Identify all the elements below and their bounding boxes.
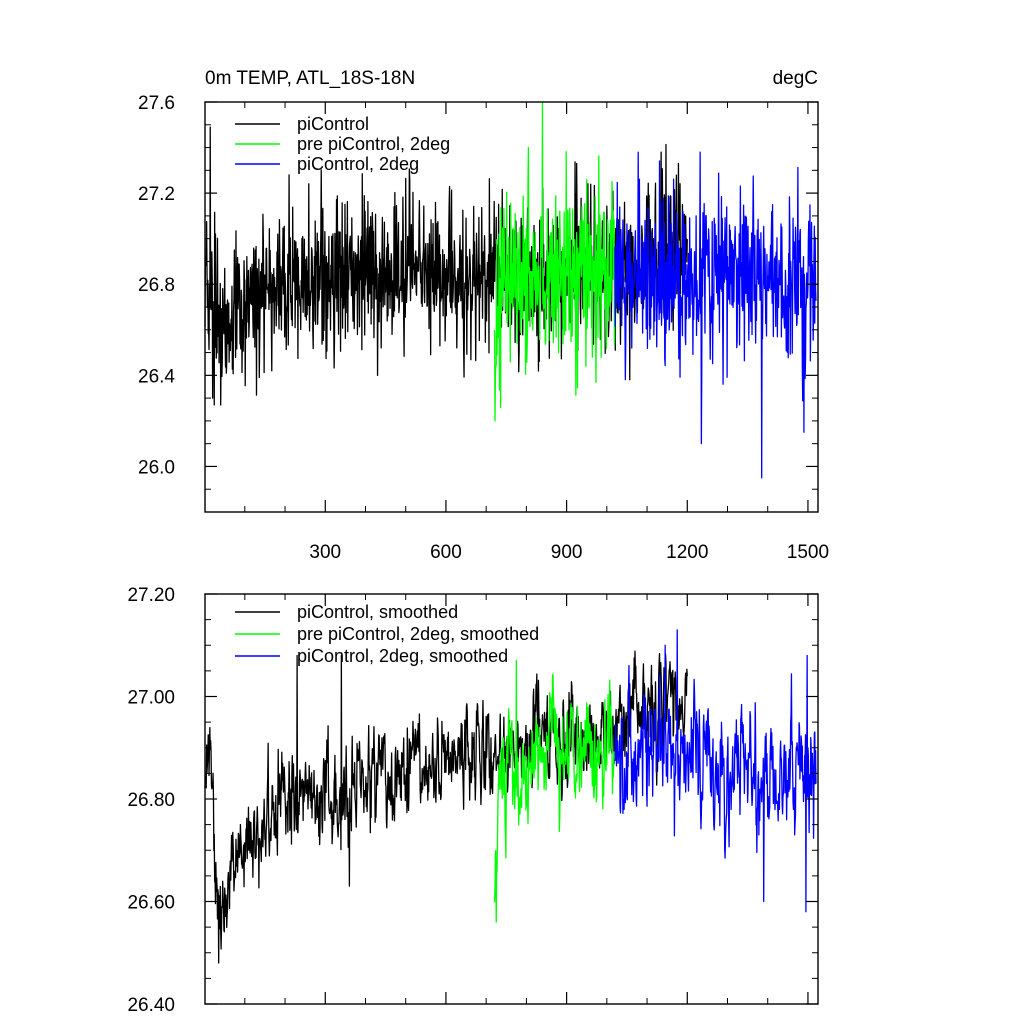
series-line-pre-picontrol-2deg	[493, 101, 616, 422]
legend-label-picontrol: piControl	[297, 114, 369, 134]
legend-label-pre-picontrol-2deg-smoothed: pre piControl, 2deg, smoothed	[297, 624, 539, 644]
series-line-picontrol-2deg-smoothed	[614, 629, 817, 913]
y-tick-label: 26.60	[127, 893, 175, 914]
x-tick-label: 300	[309, 542, 341, 563]
y-tick-label: 26.40	[127, 995, 175, 1016]
y-tick-label: 27.00	[127, 688, 175, 709]
series-line-picontrol-smoothed	[204, 650, 688, 964]
plot-area-bottom	[204, 629, 817, 964]
series-line-pre-picontrol-2deg-smoothed	[493, 659, 616, 923]
legend-label-picontrol-2deg: piControl, 2deg	[297, 154, 419, 174]
legend-label-picontrol-2deg-smoothed: piControl, 2deg, smoothed	[297, 646, 508, 666]
axes-top: 26.0 26.4 26.8 27.2 27.6 300 600 900 1200 1500	[138, 93, 829, 563]
plot-area-top	[204, 101, 817, 479]
axes-bottom: 26.40 26.60 26.80 27.00 27.20	[127, 585, 818, 1016]
y-tick-label: 26.0	[138, 457, 175, 478]
y-tick-label: 26.8	[138, 275, 175, 296]
series-line-picontrol	[204, 126, 688, 406]
y-tick-label: 26.4	[138, 366, 175, 387]
y-tick-label: 27.20	[127, 585, 175, 606]
x-tick-label: 1500	[787, 542, 829, 563]
x-tick-label: 600	[430, 542, 462, 563]
panel-top: 0m TEMP, ATL_18S-18N degC 26.0 26.4 26.8 27…	[138, 68, 829, 563]
y-tick-label: 26.80	[127, 790, 175, 811]
units-label: degC	[773, 68, 818, 89]
x-tick-label: 900	[551, 542, 583, 563]
legend-top: piControl pre piControl, 2deg piControl,…	[235, 114, 450, 174]
series-line-picontrol-2deg	[614, 151, 817, 479]
panel-bottom: 26.40 26.60 26.80 27.00 27.20 piControl, smo…	[127, 585, 819, 1016]
y-tick-label: 27.6	[138, 93, 175, 114]
legend-label-pre-picontrol-2deg: pre piControl, 2deg	[297, 134, 450, 154]
y-tick-label: 27.2	[138, 184, 175, 205]
chart-title: 0m TEMP, ATL_18S-18N	[205, 68, 415, 89]
legend-label-picontrol-smoothed: piControl, smoothed	[297, 602, 458, 622]
x-tick-label: 1200	[666, 542, 708, 563]
legend-bottom: piControl, smoothed pre piControl, 2deg,…	[235, 602, 539, 666]
